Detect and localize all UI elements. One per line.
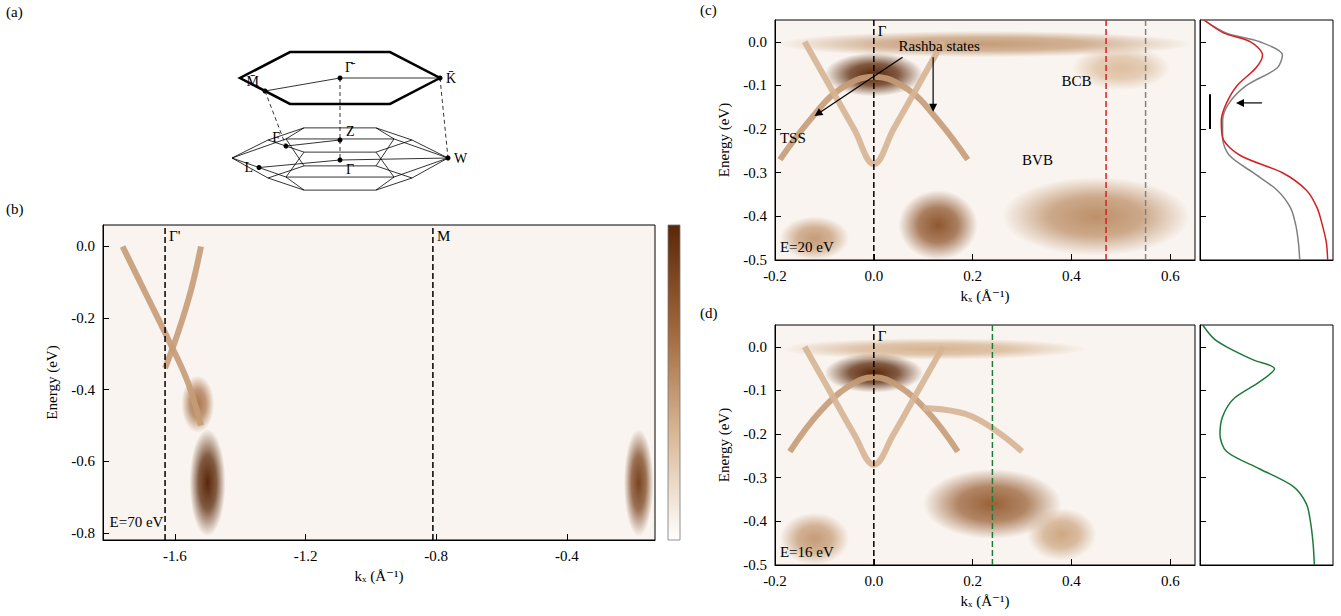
svg-text:-0.2: -0.2	[763, 573, 787, 589]
svg-text:-0.4: -0.4	[555, 548, 579, 564]
svg-text:(c): (c)	[700, 2, 717, 19]
svg-text:M: M	[437, 228, 450, 244]
svg-text:-0.2: -0.2	[763, 268, 787, 284]
svg-text:-0.1: -0.1	[743, 382, 767, 398]
svg-text:-0.3: -0.3	[743, 470, 767, 486]
svg-text:0.0: 0.0	[748, 339, 767, 355]
svg-text:Energy (eV): Energy (eV)	[716, 103, 733, 177]
svg-text:0.0: 0.0	[748, 34, 767, 50]
svg-text:kₓ (Å⁻¹): kₓ (Å⁻¹)	[355, 568, 404, 585]
svg-text:Γ': Γ'	[169, 228, 181, 244]
svg-text:0.4: 0.4	[1062, 573, 1081, 589]
svg-text:(b): (b)	[6, 201, 24, 218]
svg-text:0.0: 0.0	[864, 268, 883, 284]
svg-text:M̄: M̄	[247, 74, 260, 89]
svg-text:kₓ (Å⁻¹): kₓ (Å⁻¹)	[961, 288, 1010, 305]
svg-text:-0.1: -0.1	[743, 77, 767, 93]
svg-text:-1.2: -1.2	[294, 548, 318, 564]
svg-text:-0.2: -0.2	[71, 310, 95, 326]
svg-text:Energy (eV): Energy (eV)	[716, 408, 733, 482]
svg-text:Γ: Γ	[878, 328, 887, 344]
svg-text:Γ: Γ	[878, 23, 887, 39]
svg-text:-0.2: -0.2	[743, 426, 767, 442]
svg-text:-0.3: -0.3	[743, 165, 767, 181]
svg-text:E=16 eV: E=16 eV	[780, 544, 834, 560]
svg-text:-0.5: -0.5	[743, 252, 767, 268]
svg-text:Γ: Γ	[346, 162, 354, 177]
svg-text:0.6: 0.6	[1161, 573, 1180, 589]
svg-text:E=20 eV: E=20 eV	[780, 239, 834, 255]
svg-text:0.0: 0.0	[76, 238, 95, 254]
svg-text:0.0: 0.0	[864, 573, 883, 589]
svg-text:-0.8: -0.8	[424, 548, 448, 564]
svg-text:(d): (d)	[700, 305, 718, 322]
svg-text:K̄: K̄	[446, 71, 456, 86]
svg-text:kₓ (Å⁻¹): kₓ (Å⁻¹)	[961, 593, 1010, 610]
svg-text:0.4: 0.4	[1062, 268, 1081, 284]
svg-text:E=70 eV: E=70 eV	[110, 514, 164, 530]
svg-text:F: F	[272, 130, 280, 145]
svg-text:-0.4: -0.4	[71, 382, 95, 398]
svg-text:BVB: BVB	[1022, 152, 1053, 168]
svg-text:-0.6: -0.6	[71, 453, 95, 469]
svg-text:BCB: BCB	[1062, 73, 1092, 89]
svg-text:-0.5: -0.5	[743, 557, 767, 573]
svg-text:Γ̄: Γ̄	[345, 60, 356, 75]
svg-text:0.2: 0.2	[963, 573, 982, 589]
svg-text:-1.6: -1.6	[163, 548, 187, 564]
svg-text:(a): (a)	[6, 4, 23, 21]
svg-text:-0.4: -0.4	[743, 513, 767, 529]
svg-text:TSS: TSS	[780, 130, 806, 146]
svg-text:W: W	[454, 151, 468, 166]
svg-text:L: L	[244, 160, 253, 175]
svg-text:Z: Z	[346, 124, 355, 139]
svg-text:-0.4: -0.4	[743, 208, 767, 224]
svg-text:0.6: 0.6	[1161, 268, 1180, 284]
svg-text:-0.2: -0.2	[743, 121, 767, 137]
svg-text:-0.8: -0.8	[71, 525, 95, 541]
svg-text:Rashba states: Rashba states	[899, 38, 980, 54]
svg-text:Energy (eV): Energy (eV)	[44, 345, 61, 419]
svg-text:0.2: 0.2	[963, 268, 982, 284]
